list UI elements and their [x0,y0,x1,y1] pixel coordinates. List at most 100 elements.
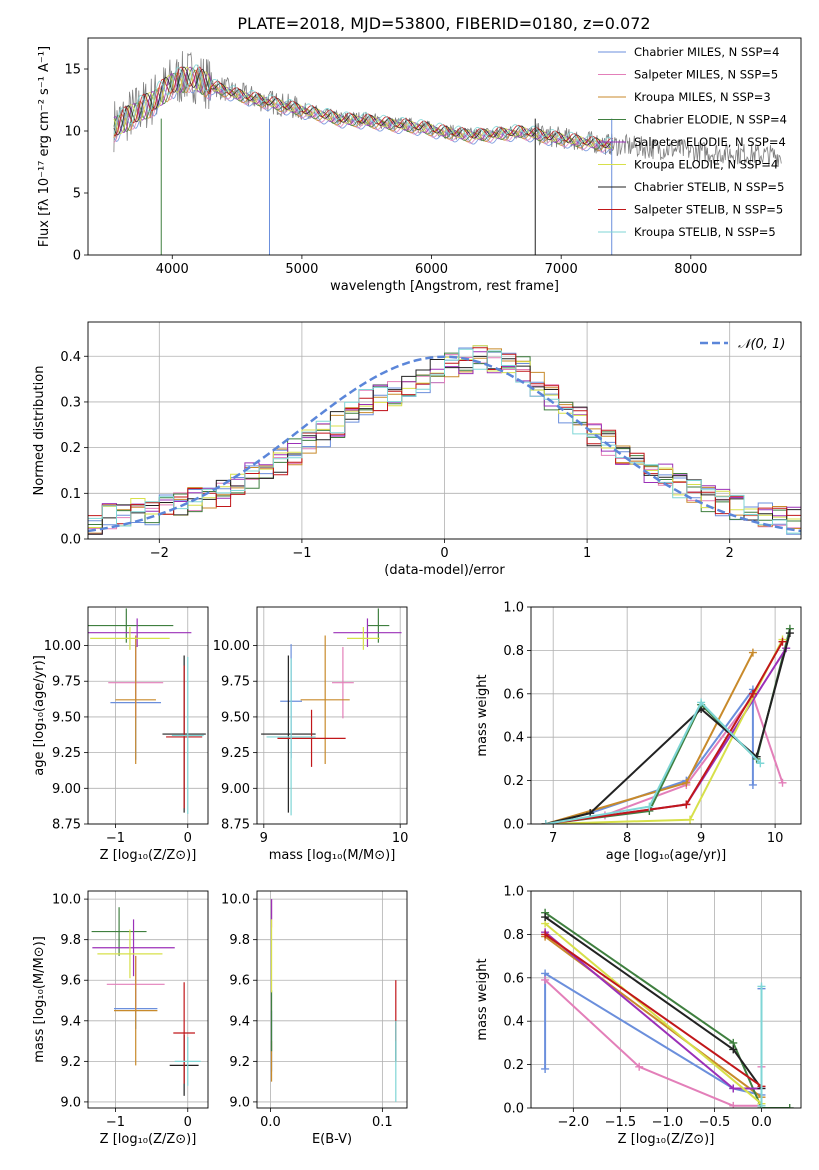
ebv-mass-ytick-label: 9.2 [229,1055,250,1070]
residuals-frame [87,321,802,540]
z-age-ytick-label: 9.50 [52,710,81,725]
z-mass-xtick-label: −1 [106,1115,125,1130]
residual-histogram-step [88,348,801,534]
ebv-mass-ytick-label: 10.0 [221,893,250,908]
weight-series-line [545,639,784,824]
spectrum-xlabel: wavelength [Angstrom, rest frame] [330,279,559,294]
age-weight-xtick-label: 9 [697,831,705,846]
spectrum-ytick-label: 0 [73,249,81,264]
spectrum-xtick-label: 5000 [285,262,318,277]
weight-point-marker [748,689,757,698]
weight-point-marker [645,802,654,811]
weight-point-marker [682,778,691,787]
mass-age-ytick-label: 10.00 [213,639,250,654]
age-weight-ytick-label: 0.2 [503,774,524,789]
weight-point-marker [748,648,757,657]
spectrum-ytick-label: 15 [64,63,81,78]
chart-spectrum: 4000 5000 6000 7000 8000 0 5 10 15 wavelength [An… [37,37,802,294]
age-weight-ylabel: mass weight [475,674,490,756]
weight-point-marker [541,913,550,922]
spectrum-model-line [113,66,614,147]
z-age-xtick-label: −1 [106,831,125,846]
chart-mass-age: 9 10 8.75 9.00 9.25 9.50 9.75 10.00 mass [log₁₀(… [213,606,409,863]
mass-age-ytick-label: 9.00 [221,782,250,797]
z-mass-xlabel: Z [log₁₀(Z/Z⊙)] [100,1132,197,1147]
mass-age-ytick-label: 9.50 [221,710,250,725]
weight-point-marker [697,698,706,707]
ebv-mass-xlabel: E(B-V) [312,1132,352,1147]
z-age-ytick-label: 9.25 [52,746,81,761]
age-weight-ytick-label: 0.0 [503,818,524,833]
residuals-xlabel: (data-model)/error [384,563,505,578]
mass-age-ytick-label: 9.25 [221,746,250,761]
z-age-xtick-label: 0 [184,831,192,846]
z-weight-ytick-label: 1.0 [503,885,524,900]
age-weight-plot-area [541,624,794,824]
residuals-ytick-label: 0.1 [60,487,81,502]
residual-histogram-step [88,355,801,535]
weight-point-marker [635,1062,644,1071]
spectrum-model-line [113,66,614,150]
mass-age-plot-area [261,608,402,816]
weight-point-marker [729,1045,738,1054]
age-weight-ytick-label: 0.8 [503,644,524,659]
spectrum-model-line [113,66,614,151]
ebv-mass-ytick-label: 9.0 [229,1095,250,1110]
spectrum-ylabel: Flux [fλ 10⁻¹⁷ erg cm⁻² s⁻¹ A⁻¹] [37,46,52,247]
legend-label: Kroupa STELIB, N SSP=5 [634,225,776,239]
spectrum-xtick-label: 6000 [415,262,448,277]
spectrum-model-line [113,72,614,154]
weight-point-marker [748,780,757,789]
z-mass-xtick-label: 0 [184,1115,192,1130]
age-weight-ytick-label: 0.6 [503,687,524,702]
weight-point-marker [785,1104,794,1108]
z-age-xlabel: Z [log₁₀(Z/Z⊙)] [100,848,197,863]
legend-label: Kroupa ELODIE, N SSP=4 [634,158,778,172]
chart-age-weight: 7 8 9 10 0.0 0.2 0.4 0.6 0.8 1.0 age [log₁₀(age/yr… [475,601,802,863]
weight-point-marker [778,778,787,787]
spectrum-ytick-label: 10 [64,125,81,140]
z-mass-ylabel: mass [log₁₀(M/M⊙)] [32,936,47,1063]
z-age-frame [87,606,209,825]
residuals-xtick-label: −1 [292,546,311,561]
age-weight-ytick-label: 1.0 [503,601,524,616]
normal-distribution-curve [88,355,801,533]
ebv-mass-plot-area [270,899,397,1102]
z-age-ylabel: age [log₁₀(age/yr)] [32,655,47,776]
z-weight-ytick-label: 0.6 [503,971,524,986]
spectrum-xtick-label: 4000 [156,262,189,277]
z-age-ytick-label: 9.00 [52,782,81,797]
mass-age-xlabel: mass [log₁₀(M/M⊙)] [269,848,396,863]
mass-age-xtick-label: 10 [392,831,409,846]
spectrum-model-line [113,64,614,146]
spectrum-legend: Chabrier MILES, N SSP=4 Salpeter MILES, N… [598,45,787,239]
z-weight-ytick-label: 0.0 [503,1102,524,1117]
chart-residuals: −2 −1 0 1 2 0.0 0.1 0.2 0.3 0.4 (data-model)/error… [32,321,802,578]
z-weight-xlabel: Z [log₁₀(Z/Z⊙)] [618,1132,715,1147]
weight-point-marker [778,637,787,646]
z-weight-xtick-label: −0.5 [699,1115,731,1130]
z-weight-ylabel: mass weight [475,958,490,1040]
z-age-plot-area [88,608,206,815]
weight-point-marker [729,1084,738,1093]
residuals-ytick-label: 0.0 [60,533,81,548]
z-weight-plot-area [541,908,794,1108]
spectrum-frame [87,37,802,256]
weight-point-marker [541,1064,550,1073]
z-weight-xtick-label: −2.0 [558,1115,590,1130]
z-age-ytick-label: 10.00 [44,639,81,654]
weight-series-line [544,933,763,1088]
z-mass-plot-area [91,907,201,1096]
residuals-xtick-label: −2 [150,546,169,561]
z-age-ytick-label: 9.75 [52,675,81,690]
age-weight-xtick-label: 10 [767,831,784,846]
weight-point-marker [541,820,550,824]
residuals-plot-area [88,345,801,535]
legend-label: Salpeter STELIB, N SSP=5 [634,203,783,217]
legend-label: Chabrier ELODIE, N SSP=4 [634,113,787,127]
residuals-ytick-label: 0.4 [60,350,81,365]
mass-age-ytick-label: 8.75 [221,818,250,833]
z-weight-xtick-label: 0.0 [751,1115,772,1130]
z-mass-ytick-label: 10.0 [52,893,81,908]
residuals-legend: 𝒩(0, 1) [700,337,785,352]
